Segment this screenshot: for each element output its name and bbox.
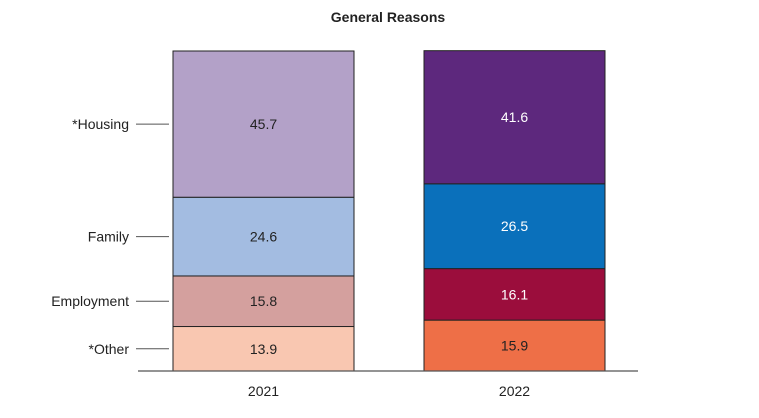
- category-labels: *Other Employment Family *Housing: [51, 116, 169, 357]
- bar-2022-employment: [423, 268, 606, 321]
- category-label-other: *Other: [89, 341, 130, 357]
- value-label-2021-employment: 15.8: [250, 293, 277, 309]
- bar-2021-housing: [172, 50, 355, 198]
- value-label-2022-employment: 16.1: [501, 286, 528, 302]
- chart-title: General Reasons: [331, 9, 446, 25]
- bar-2022-family: [423, 183, 606, 270]
- x-axis: 2021 2022: [138, 370, 638, 399]
- value-labels: 13.9 15.9 15.8 16.1 24.6 26.5 45.7 41.6: [250, 109, 528, 357]
- bars: [172, 50, 606, 372]
- category-label-housing: *Housing: [72, 116, 129, 132]
- x-tick-2022: 2022: [499, 383, 530, 399]
- value-label-2021-housing: 45.7: [250, 116, 277, 132]
- category-label-family: Family: [88, 229, 129, 245]
- bar-2022-housing: [423, 50, 606, 185]
- bar-2021-family: [172, 196, 355, 277]
- value-label-2021-family: 24.6: [250, 229, 277, 245]
- x-tick-2021: 2021: [248, 383, 279, 399]
- bar-2021-other: [172, 326, 355, 372]
- value-label-2021-other: 13.9: [250, 341, 277, 357]
- bar-2021-employment: [172, 275, 355, 328]
- value-label-2022-other: 15.9: [501, 338, 528, 354]
- value-label-2022-family: 26.5: [501, 218, 528, 234]
- value-label-2022-housing: 41.6: [501, 109, 528, 125]
- category-label-employment: Employment: [51, 293, 129, 309]
